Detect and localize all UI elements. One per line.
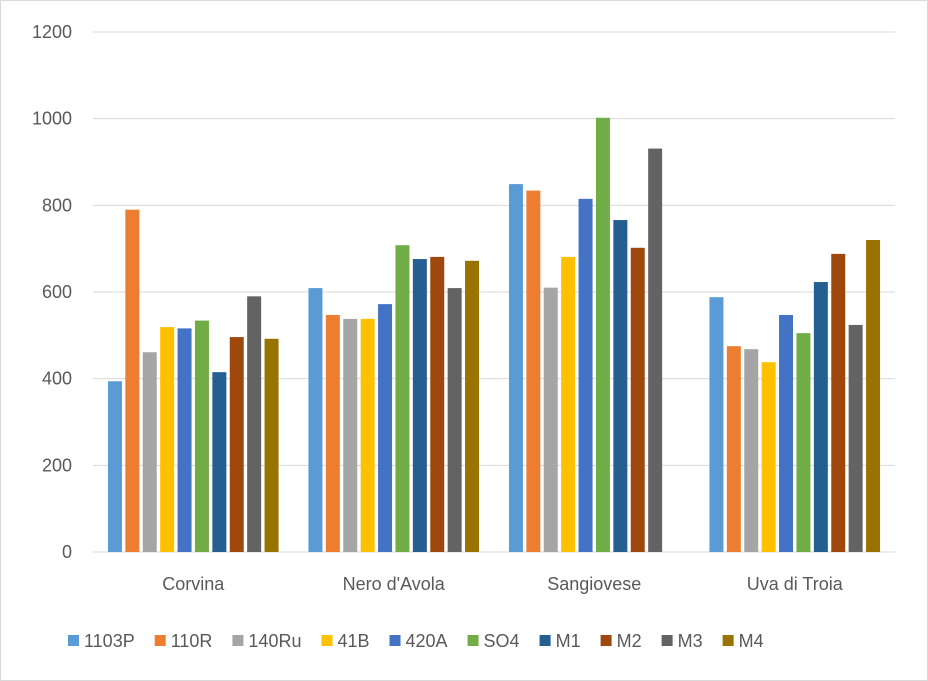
legend-item-M3: M3 [661, 631, 703, 651]
legend-swatch [232, 635, 244, 646]
legend-item-110R: 110R [154, 631, 213, 651]
y-tick-label: 1000 [32, 109, 72, 129]
bar-SO4-sangiovese [595, 117, 610, 553]
legend-label: 110R [171, 631, 213, 651]
legend-item-M1: M1 [539, 631, 581, 651]
bar-110R-uvaditroia [726, 346, 741, 552]
bar-SO4-corvina [194, 320, 209, 552]
bar-420A-sangiovese [578, 198, 593, 553]
bar-M1-nerodavola [412, 259, 427, 552]
y-tick-label: 400 [42, 369, 72, 389]
bar-1103P-sangiovese [508, 184, 523, 552]
legend-label: 41B [337, 631, 369, 651]
bar-41B-uvaditroia [761, 362, 776, 552]
y-tick-label: 0 [62, 542, 72, 562]
bar-M2-uvaditroia [831, 253, 846, 552]
legend-swatch [722, 635, 734, 646]
bar-1103P-corvina [107, 381, 122, 552]
bar-M4-uvaditroia [866, 240, 881, 552]
bar-110R-nerodavola [325, 314, 340, 552]
bar-41B-corvina [160, 327, 175, 552]
bar-M3-corvina [247, 296, 262, 552]
legend-item-41B: 41B [321, 631, 370, 651]
legend-swatch [321, 635, 333, 646]
legend-item-SO4: SO4 [467, 631, 520, 651]
y-tick-label: 200 [42, 455, 72, 475]
legend-item-140Ru: 140Ru [232, 631, 301, 651]
bar-M3-sangiovese [648, 148, 663, 553]
bar-SO4-uvaditroia [796, 333, 811, 552]
bar-M4-nerodavola [465, 260, 480, 552]
bar-M4-corvina [264, 338, 279, 552]
bar-SO4-nerodavola [395, 245, 410, 552]
legend-item-M4: M4 [722, 631, 764, 651]
bar-41B-sangiovese [561, 256, 576, 552]
bar-M2-corvina [229, 337, 244, 552]
legend-swatch [600, 635, 612, 646]
x-tick-label: Uva di Troia [747, 574, 844, 594]
bar-420A-corvina [177, 328, 192, 552]
legend-label: 140Ru [248, 631, 301, 651]
legend-label: M1 [556, 631, 581, 651]
legend-label: 1103P [84, 631, 135, 651]
legend-label: M2 [617, 631, 642, 651]
bar-M2-nerodavola [430, 256, 445, 552]
bar-140Ru-corvina [142, 352, 157, 552]
bar-M1-uvaditroia [813, 282, 828, 552]
bar-420A-nerodavola [378, 304, 393, 552]
bar-M3-uvaditroia [848, 324, 863, 552]
legend-label: M3 [678, 631, 703, 651]
legend-item-420A: 420A [389, 631, 448, 651]
legend-swatch [467, 635, 479, 646]
legend-swatch [154, 635, 166, 646]
bar-1103P-uvaditroia [709, 297, 724, 552]
x-tick-label: Nero d'Avola [343, 574, 446, 594]
legend-swatch [661, 635, 673, 646]
bar-420A-uvaditroia [779, 314, 794, 552]
x-tick-label: Sangiovese [547, 574, 641, 594]
bar-110R-sangiovese [526, 190, 541, 552]
legend-swatch [68, 635, 79, 646]
legend-item-M2: M2 [600, 631, 642, 651]
legend-swatch [539, 635, 551, 646]
legend-item-1103P: 1103P [68, 631, 135, 651]
x-tick-label: Corvina [162, 574, 225, 594]
bar-M1-sangiovese [613, 220, 628, 553]
legend-swatch [389, 635, 401, 646]
bar-M2-sangiovese [630, 247, 645, 553]
legend-label: M4 [739, 631, 764, 651]
bar-M3-nerodavola [447, 288, 462, 552]
bar-1103P-nerodavola [308, 288, 323, 552]
bar-140Ru-nerodavola [343, 318, 358, 552]
legend-label: 420A [406, 631, 448, 651]
bar-140Ru-uvaditroia [744, 349, 759, 552]
y-tick-label: 1200 [32, 22, 72, 42]
bar-41B-nerodavola [360, 318, 375, 552]
bar-M1-corvina [212, 372, 227, 552]
legend-label: SO4 [484, 631, 520, 651]
legend: 1103P 110R 140Ru 41B 420A SO4 M1 M2 M3 M4 [68, 631, 764, 651]
y-tick-label: 800 [42, 195, 72, 215]
bar-110R-corvina [125, 209, 140, 552]
bar-140Ru-sangiovese [543, 287, 558, 552]
y-tick-label: 600 [42, 282, 72, 302]
